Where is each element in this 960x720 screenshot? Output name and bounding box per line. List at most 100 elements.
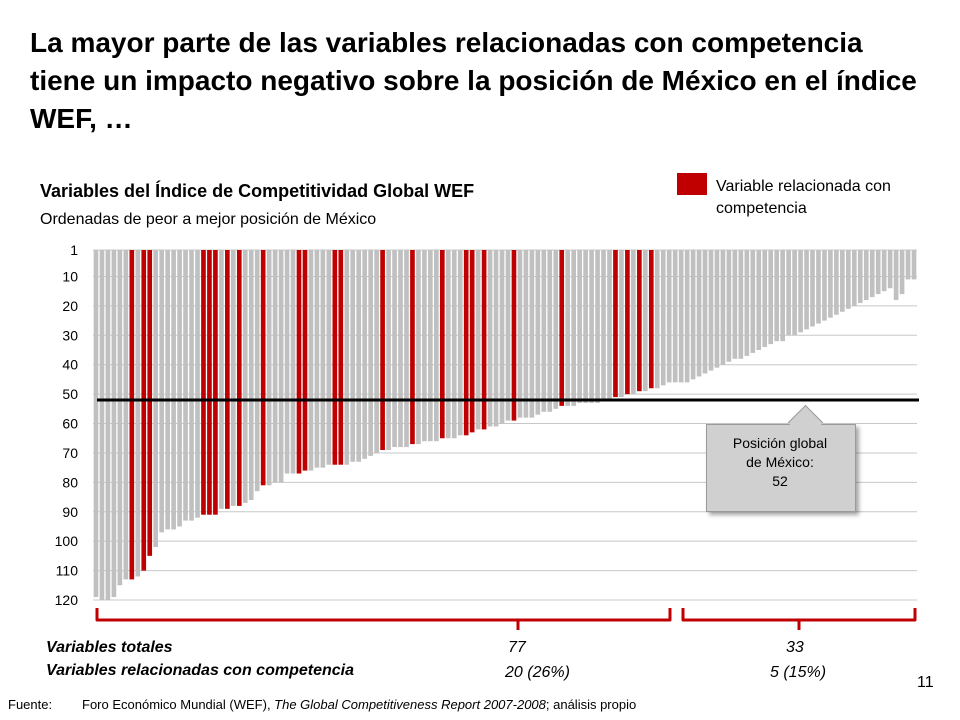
bar — [810, 250, 815, 327]
chart-title: Variables del Índice de Competitividad G… — [40, 181, 475, 201]
bar — [875, 250, 881, 295]
bar — [571, 250, 576, 406]
bar-related — [410, 250, 415, 445]
bar — [899, 250, 905, 295]
bar-related — [648, 250, 654, 389]
bar — [457, 250, 463, 436]
bar — [386, 250, 391, 450]
bar-related — [481, 250, 487, 430]
callout-box — [706, 424, 856, 512]
bar-related — [129, 250, 135, 580]
bar — [428, 250, 433, 442]
bar-related — [147, 250, 153, 556]
bar — [278, 250, 284, 483]
bar — [595, 250, 600, 403]
y-tick-label: 110 — [56, 563, 79, 579]
bar — [547, 250, 553, 412]
bar — [374, 250, 379, 453]
bar — [869, 250, 875, 298]
bar — [798, 250, 803, 333]
bar — [165, 250, 170, 530]
bar — [744, 250, 750, 356]
bar-related — [380, 250, 385, 450]
bar — [607, 250, 612, 400]
y-tick-label: 40 — [62, 357, 78, 373]
group-brackets — [95, 608, 917, 630]
bar — [786, 250, 791, 336]
bar — [290, 250, 296, 474]
bar — [368, 250, 373, 456]
page-number: 11 — [917, 674, 934, 691]
source-footnote: Fuente: Foro Económico Mundial (WEF), The… — [8, 697, 636, 712]
bar-related — [236, 250, 242, 506]
bar — [422, 250, 427, 442]
bar — [284, 250, 290, 474]
bar — [702, 250, 708, 374]
bar — [272, 250, 278, 483]
bar-related — [338, 250, 344, 465]
bar — [822, 250, 827, 321]
bar — [93, 250, 99, 598]
bar-related — [302, 250, 308, 471]
bar — [696, 250, 702, 377]
y-tick-label: 10 — [62, 268, 78, 284]
chart-subtitle: Ordenadas de peor a mejor posición de Mé… — [40, 211, 377, 228]
bar — [762, 250, 768, 348]
bar — [881, 250, 887, 292]
bar — [887, 250, 893, 289]
bar — [666, 250, 672, 383]
source-text: Foro Económico Mundial (WEF), — [82, 697, 275, 712]
bar — [804, 250, 809, 330]
bar — [535, 250, 541, 415]
bar — [714, 250, 720, 368]
bar-related — [469, 250, 475, 433]
bar — [672, 250, 678, 383]
bar-related — [511, 250, 517, 421]
bar — [398, 250, 403, 448]
bar — [631, 250, 636, 395]
bar — [857, 250, 863, 303]
bar — [529, 250, 535, 418]
bar — [451, 250, 457, 439]
bar — [726, 250, 732, 362]
bar — [780, 250, 785, 342]
bar — [189, 250, 194, 521]
bar — [678, 250, 684, 383]
bar — [475, 250, 481, 430]
bar — [177, 250, 182, 527]
source-label: Fuente: — [8, 697, 53, 712]
bar — [493, 250, 499, 427]
bar — [404, 250, 409, 448]
bar — [905, 250, 911, 280]
bar — [356, 250, 362, 462]
bar — [416, 250, 421, 445]
bar — [499, 250, 505, 424]
bar — [738, 250, 744, 359]
group-bracket — [95, 608, 672, 630]
group1-total: 77 — [508, 639, 526, 656]
bar — [362, 250, 368, 459]
bar — [911, 250, 917, 280]
bar — [642, 250, 648, 392]
source-report-title: The Global Competitiveness Report 2007-2… — [274, 697, 546, 712]
bar — [846, 250, 851, 309]
summary-total-label: Variables totales — [46, 639, 173, 656]
bar-related — [260, 250, 266, 486]
bar — [248, 250, 254, 500]
bar — [756, 250, 762, 350]
bar — [523, 250, 529, 418]
bar — [487, 250, 493, 427]
legend-swatch — [677, 173, 707, 195]
bar — [828, 250, 833, 318]
bar — [505, 250, 511, 421]
bar — [553, 250, 559, 409]
bar — [840, 250, 845, 312]
y-tick-label: 1 — [70, 242, 78, 258]
bar — [851, 250, 857, 306]
bar — [517, 250, 523, 418]
bar-related — [637, 250, 642, 392]
bar — [254, 250, 260, 492]
bar — [350, 250, 356, 462]
bar-related — [625, 250, 630, 395]
